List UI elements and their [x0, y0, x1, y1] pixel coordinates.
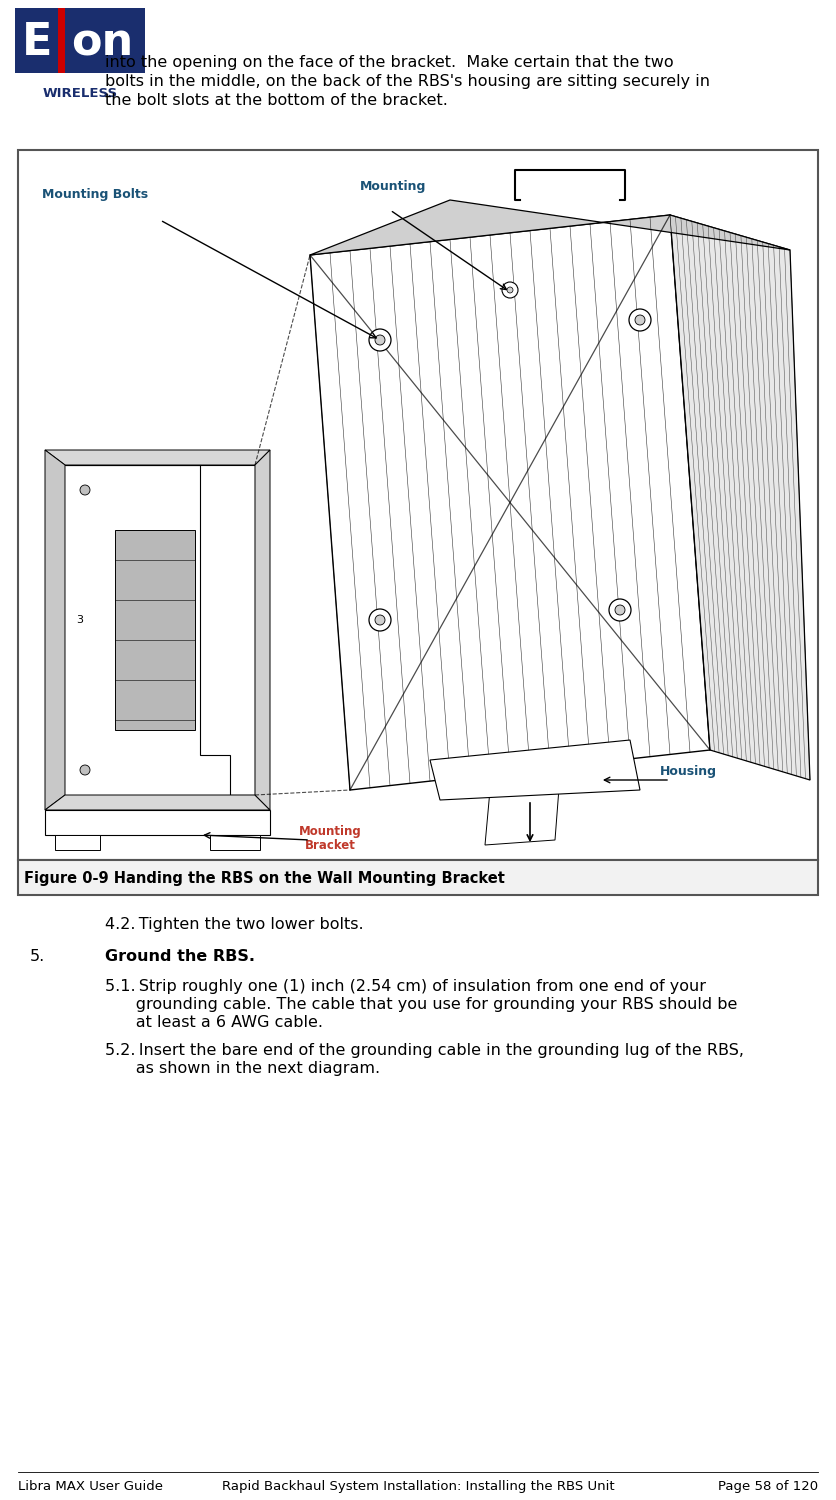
Text: E: E [22, 21, 53, 64]
Text: 5.2. Insert the bare end of the grounding cable in the grounding lug of the RBS,: 5.2. Insert the bare end of the groundin… [105, 1042, 744, 1058]
Text: Libra MAX User Guide: Libra MAX User Guide [18, 1480, 163, 1492]
Polygon shape [45, 810, 270, 836]
Polygon shape [55, 836, 100, 850]
Text: grounding cable. The cable that you use for grounding your RBS should be: grounding cable. The cable that you use … [105, 998, 737, 1012]
Text: as shown in the next diagram.: as shown in the next diagram. [105, 1060, 380, 1076]
Circle shape [369, 328, 391, 351]
Circle shape [629, 309, 651, 332]
Text: Bracket: Bracket [304, 839, 355, 852]
Text: at least a 6 AWG cable.: at least a 6 AWG cable. [105, 1016, 323, 1031]
Circle shape [609, 598, 631, 621]
Circle shape [375, 334, 385, 345]
Bar [58, 8, 65, 74]
Text: WIRELESS: WIRELESS [43, 87, 118, 100]
Text: Ground the RBS.: Ground the RBS. [105, 950, 255, 964]
Polygon shape [115, 530, 195, 730]
Polygon shape [65, 465, 255, 795]
Text: bolts in the middle, on the back of the RBS's housing are sitting securely in: bolts in the middle, on the back of the … [105, 74, 710, 88]
Bar [15, 8, 145, 74]
Text: Mounting: Mounting [360, 180, 426, 194]
Text: Mounting: Mounting [298, 825, 361, 839]
Polygon shape [45, 795, 270, 810]
Text: into the opening on the face of the bracket.  Make certain that the two: into the opening on the face of the brac… [105, 56, 674, 70]
Text: Rapid Backhaul System Installation: Installing the RBS Unit: Rapid Backhaul System Installation: Inst… [222, 1480, 614, 1492]
Polygon shape [670, 214, 810, 780]
Circle shape [80, 484, 90, 495]
Polygon shape [255, 450, 270, 810]
Text: 5.1. Strip roughly one (1) inch (2.54 cm) of insulation from one end of your: 5.1. Strip roughly one (1) inch (2.54 cm… [105, 980, 706, 994]
Polygon shape [45, 450, 270, 465]
Circle shape [635, 315, 645, 326]
Polygon shape [430, 740, 640, 800]
Circle shape [615, 604, 625, 615]
Polygon shape [485, 776, 560, 844]
Text: 5.: 5. [30, 950, 45, 964]
Bar [18, 859, 818, 895]
Text: 3: 3 [77, 615, 84, 626]
Text: the bolt slots at the bottom of the bracket.: the bolt slots at the bottom of the brac… [105, 93, 448, 108]
Polygon shape [45, 450, 65, 810]
Text: Figure 0-9 Handing the RBS on the Wall Mounting Bracket: Figure 0-9 Handing the RBS on the Wall M… [24, 871, 505, 886]
Circle shape [80, 765, 90, 776]
Polygon shape [210, 836, 260, 850]
Text: Mounting Bolts: Mounting Bolts [42, 188, 148, 201]
Circle shape [507, 286, 513, 292]
Polygon shape [310, 214, 710, 790]
Circle shape [502, 282, 518, 298]
Polygon shape [310, 200, 790, 255]
Text: Housing: Housing [660, 765, 717, 778]
Text: on: on [71, 21, 133, 64]
Circle shape [369, 609, 391, 631]
Text: 4.2. Tighten the two lower bolts.: 4.2. Tighten the two lower bolts. [105, 916, 364, 932]
Text: Page 58 of 120: Page 58 of 120 [718, 1480, 818, 1492]
Bar [18, 150, 818, 860]
Circle shape [375, 615, 385, 626]
